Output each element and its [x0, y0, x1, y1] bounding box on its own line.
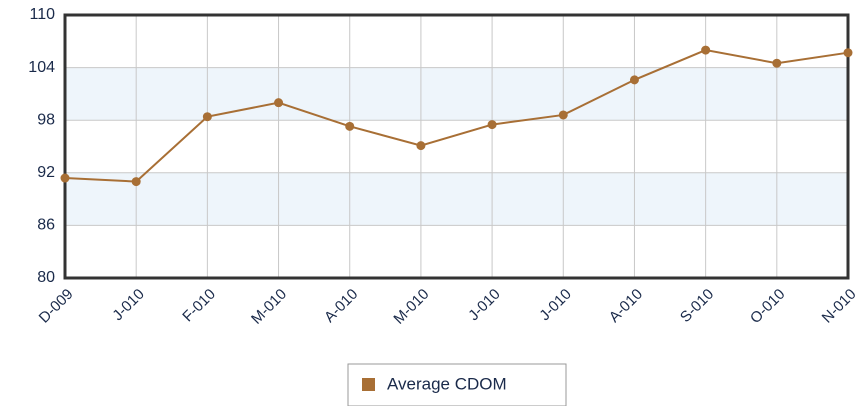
legend-swatch: [362, 378, 375, 391]
x-tick-label: N-010: [819, 286, 856, 327]
plot-frame: [63, 13, 850, 280]
legend-label: Average CDOM: [387, 374, 507, 393]
data-point: [345, 121, 355, 131]
y-tick-label: 110: [29, 6, 55, 23]
data-point: [416, 141, 426, 151]
x-tick-label: S-010: [677, 286, 717, 326]
plot-band: [65, 172, 848, 226]
data-point: [487, 120, 497, 130]
legend-box: [347, 363, 567, 406]
plot-bands: [65, 67, 848, 226]
y-tick-label: 92: [37, 164, 55, 181]
x-tick-label: J-010: [465, 286, 504, 325]
y-tick-label: 80: [37, 269, 55, 286]
x-tick-label: M-010: [390, 286, 432, 328]
y-tick-label: 98: [37, 111, 55, 128]
plot-band: [65, 67, 848, 121]
data-point: [629, 75, 639, 85]
data-point: [701, 45, 711, 55]
series-line: [64, 49, 849, 183]
data-point: [772, 58, 782, 68]
x-tick-label: D-009: [36, 286, 77, 327]
data-point: [131, 177, 141, 187]
x-tick-label: A-010: [321, 286, 361, 326]
y-tick-label: 86: [37, 217, 55, 234]
data-point: [558, 110, 568, 120]
x-tick-label: M-010: [248, 286, 290, 328]
x-tick-label: O-010: [747, 286, 789, 328]
x-tick-label: J-010: [109, 286, 148, 325]
x-tick-label: A-010: [606, 286, 646, 326]
x-tick-label: J-010: [536, 286, 575, 325]
legend: Average CDOM: [347, 363, 567, 406]
data-point: [202, 112, 212, 122]
x-tick-label: F-010: [179, 286, 219, 326]
data-point: [60, 173, 70, 183]
data-point: [274, 98, 284, 108]
y-tick-label: 104: [28, 59, 55, 76]
data-point: [843, 48, 853, 58]
series: [60, 45, 853, 187]
